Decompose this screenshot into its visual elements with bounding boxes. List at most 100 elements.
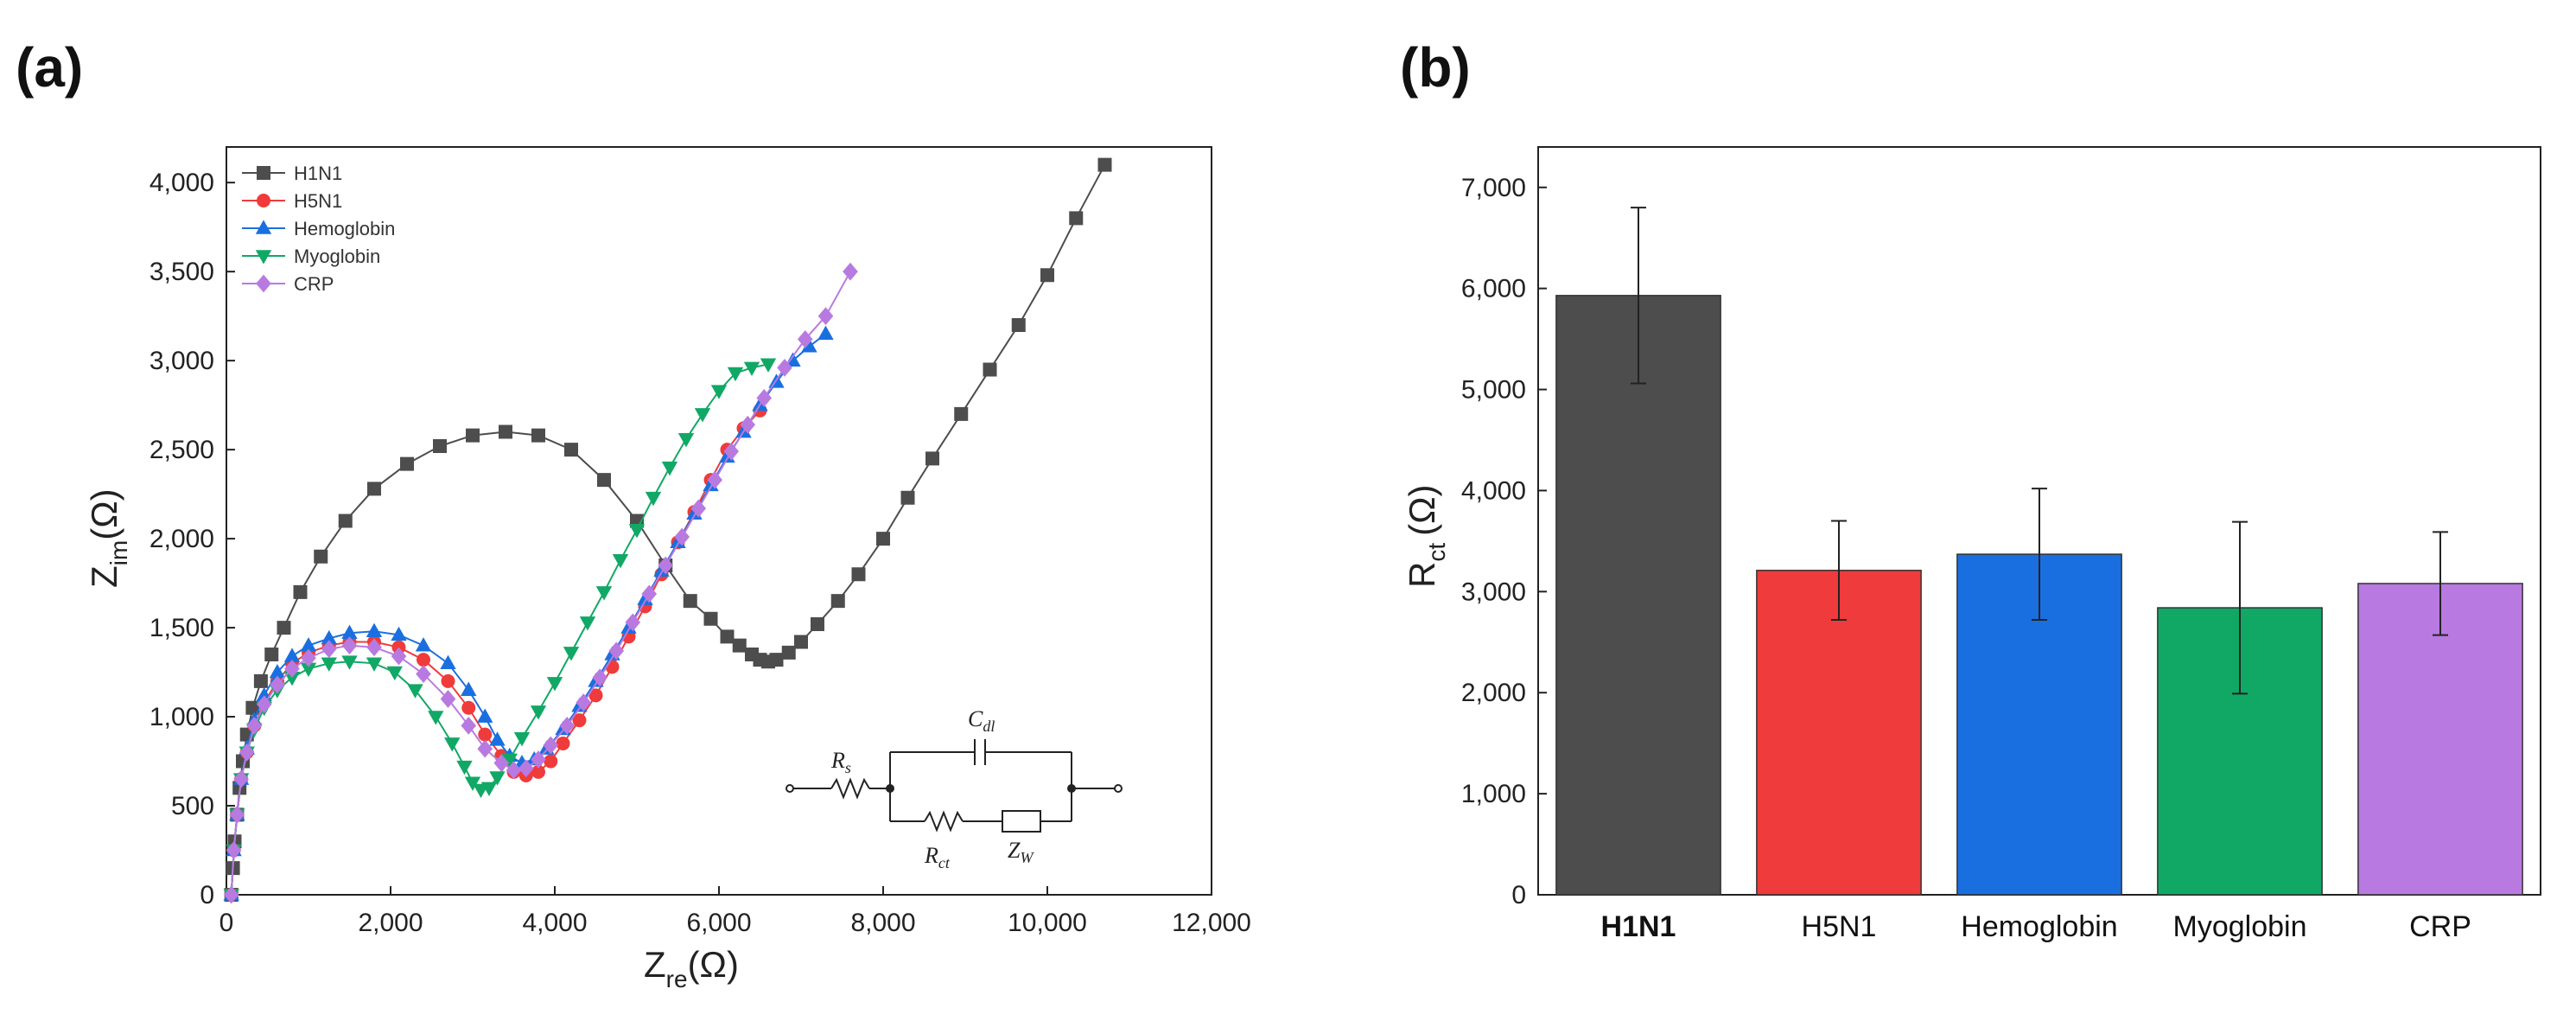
- bar-h1n1: [1555, 295, 1721, 896]
- data-point: [223, 885, 239, 904]
- bar-y-tick-label: 1,000: [1461, 780, 1526, 808]
- data-point: [283, 648, 301, 662]
- legend-label: H5N1: [294, 190, 342, 212]
- data-point: [391, 626, 407, 641]
- legend-marker: [256, 274, 271, 293]
- data-point: [740, 415, 756, 434]
- data-point: [954, 406, 969, 421]
- bar-y-axis-title: Rct(Ω): [1402, 485, 1450, 589]
- nyquist-x-tick-label: 4,000: [522, 909, 587, 937]
- data-point: [461, 700, 476, 715]
- data-point: [530, 705, 547, 720]
- data-point: [531, 750, 546, 769]
- data-point: [440, 654, 456, 670]
- data-point: [226, 841, 242, 859]
- data-point: [246, 716, 263, 735]
- error-bar-h5n1: [1831, 520, 1847, 622]
- data-point: [556, 736, 570, 750]
- bar-y-tick-label: 3,000: [1461, 578, 1526, 606]
- data-point: [1011, 317, 1026, 332]
- data-point: [477, 739, 493, 758]
- equivalent-circuit-inset: [786, 739, 1123, 833]
- data-point: [466, 428, 480, 443]
- data-point: [513, 731, 531, 747]
- data-point: [264, 647, 279, 661]
- panel-a-label: (a): [16, 36, 83, 99]
- bar-y-tick-label: 6,000: [1461, 275, 1526, 303]
- legend-marker: [257, 194, 270, 207]
- data-point: [797, 330, 813, 348]
- nyquist-x-axis-title: Zre(Ω): [644, 944, 739, 992]
- data-point: [269, 663, 286, 679]
- data-point: [428, 711, 444, 725]
- data-point: [559, 716, 576, 735]
- data-point: [531, 428, 545, 443]
- data-point: [727, 367, 744, 382]
- data-point: [592, 668, 608, 687]
- data-point: [658, 556, 674, 575]
- legend-label: Hemoglobin: [294, 218, 395, 239]
- data-point: [817, 325, 834, 341]
- data-point: [694, 408, 711, 423]
- data-point: [612, 554, 629, 569]
- data-point: [876, 532, 890, 546]
- data-point: [531, 764, 545, 779]
- data-point: [386, 666, 403, 681]
- nyquist-y-tick-label: 500: [171, 792, 214, 820]
- error-bar-myoglobin: [2232, 520, 2248, 695]
- data-point: [321, 629, 337, 645]
- data-point: [300, 637, 317, 652]
- data-point: [703, 611, 718, 626]
- data-point: [769, 653, 784, 667]
- bar-y-axis: 0 1,000 2,000 3,000 4,000 5,000 6,000 7,000: [1461, 174, 1547, 909]
- nyquist-y-tick-label: 4,000: [149, 169, 214, 197]
- data-point: [366, 657, 383, 672]
- nyquist-x-tick-label: 0: [219, 909, 234, 937]
- legend-label: Myoglobin: [294, 246, 380, 267]
- data-point: [461, 681, 477, 696]
- data-point: [367, 482, 381, 496]
- circuit-label-rct: Rct: [924, 843, 951, 871]
- data-point: [900, 490, 915, 505]
- nyquist-y-tick-label: 2,000: [149, 525, 214, 553]
- nyquist-series: [223, 157, 1112, 904]
- data-point: [576, 693, 592, 712]
- bar-y-tick-label: 5,000: [1461, 376, 1526, 405]
- bar-y-tick-label: 0: [1511, 881, 1526, 909]
- data-point: [433, 439, 447, 453]
- data-point: [301, 648, 316, 667]
- data-point: [781, 645, 796, 660]
- data-point: [732, 638, 747, 653]
- data-point: [710, 385, 728, 399]
- data-point: [723, 442, 740, 461]
- series-hemoglobin: [223, 325, 834, 901]
- data-point: [851, 567, 866, 582]
- legend-entry-myoglobin: Myoglobin: [242, 246, 380, 267]
- data-point: [493, 754, 510, 772]
- nyquist-y-axis: 0 500 1,000 1,500 2,000 2,500 3,000 3,500 4,000: [149, 169, 235, 909]
- data-point: [544, 754, 558, 769]
- legend-entry-h1n1: H1N1: [242, 163, 342, 184]
- data-point: [830, 594, 845, 609]
- data-point: [256, 695, 272, 714]
- bar-y-tick-label: 4,000: [1461, 476, 1526, 505]
- data-point: [341, 655, 358, 670]
- bar-series: [1555, 207, 2523, 896]
- series-line-hemoglobin: [230, 333, 827, 896]
- series-h1n1: [224, 157, 1112, 902]
- data-point: [444, 737, 461, 752]
- data-point: [707, 470, 723, 489]
- data-point: [366, 622, 383, 637]
- series-crp: [223, 262, 858, 904]
- data-point: [543, 736, 559, 755]
- data-point: [314, 549, 328, 564]
- data-point: [284, 660, 300, 678]
- bar-category-label: Myoglobin: [2173, 910, 2307, 943]
- data-point: [480, 782, 498, 797]
- data-point: [341, 624, 358, 640]
- data-point: [572, 713, 587, 728]
- data-point: [674, 527, 690, 546]
- data-point: [489, 771, 506, 786]
- data-point: [641, 584, 658, 603]
